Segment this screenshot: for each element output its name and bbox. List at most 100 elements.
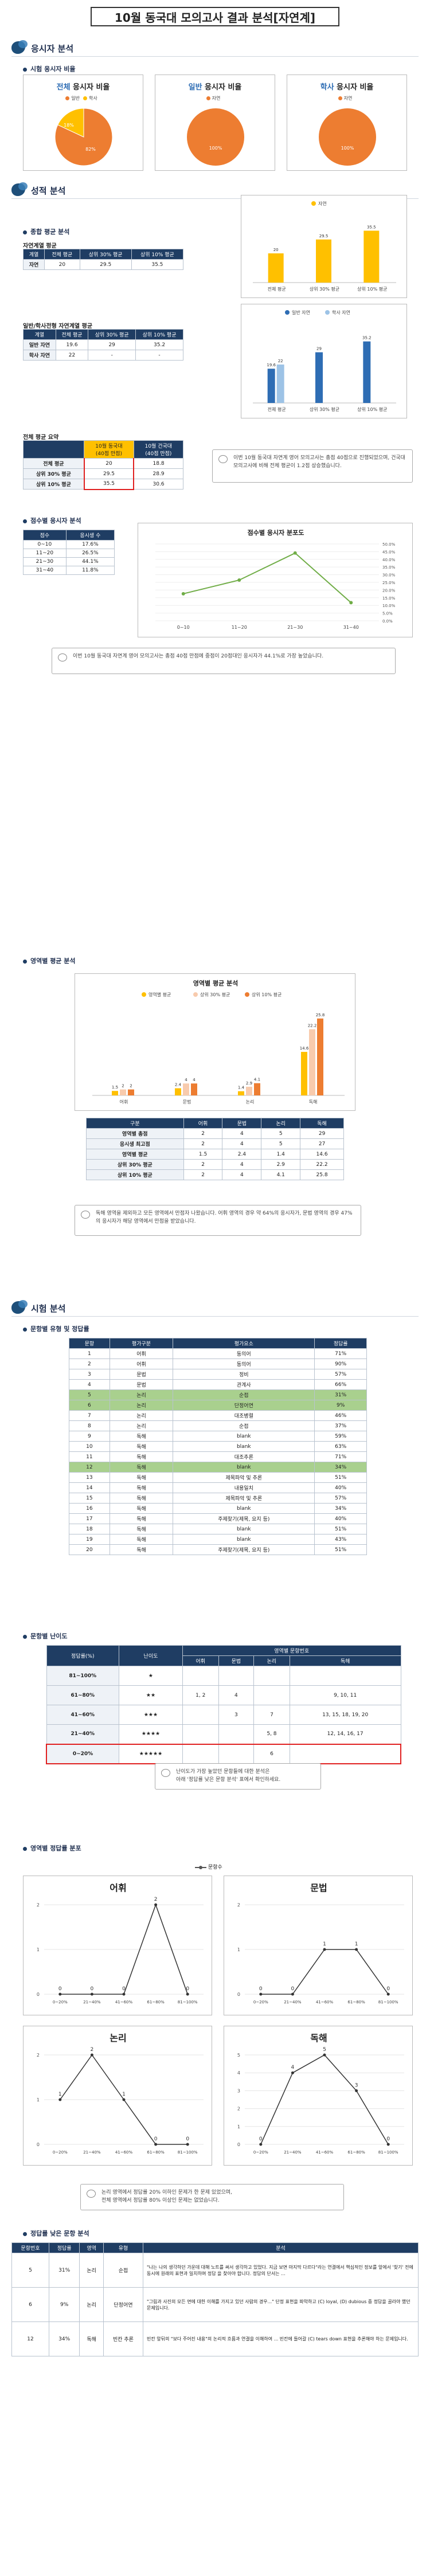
pie-label: 82% xyxy=(85,147,96,152)
table-row: 81~100% ★ xyxy=(46,1666,401,1686)
x-tick-label: 81~100% xyxy=(378,2150,398,2155)
table-cell: 순접 xyxy=(173,1389,315,1400)
table-header-cell: 영역 xyxy=(79,2242,104,2253)
table-cell: 5 xyxy=(261,1128,301,1139)
table-cell: 2 xyxy=(183,1128,223,1139)
y-tick-label: 2 xyxy=(237,1902,240,1908)
table-cell: ★★ xyxy=(119,1685,183,1705)
subheading-avg: 종합 평균 분석 xyxy=(23,227,69,236)
table-header-row: 10월 동국대 (40점 만점) 10월 건국대 (40점 만점) xyxy=(22,440,184,459)
section-title: 성적 분석 xyxy=(31,186,66,196)
table-header-cell: 난이도 xyxy=(119,1645,183,1666)
legend-swatch xyxy=(65,96,70,100)
table-cell: 2 xyxy=(183,1138,223,1149)
x-tick-label: 81~100% xyxy=(178,2150,198,2155)
table-cell: 순접 xyxy=(103,2253,144,2288)
y-tick-label: 30.0% xyxy=(382,573,396,578)
x-tick-label: 81~100% xyxy=(178,2000,198,2005)
table-header-row: 정답률(%) 난이도 영역별 문항번호 xyxy=(46,1645,401,1666)
table-header-cell: 점수 xyxy=(23,530,67,541)
data-label: 22.2 xyxy=(308,1024,317,1028)
table-header-row: 점수 응시생 수 xyxy=(23,530,115,541)
legend-swatch xyxy=(245,992,249,997)
table-cell: 응시생 최고점 xyxy=(86,1138,184,1149)
chart-title: 논리 xyxy=(110,2033,126,2043)
table-row: 전체 평균 20 18.8 xyxy=(22,458,184,469)
table-cell: 18.8 xyxy=(133,458,184,469)
bar xyxy=(238,1091,244,1095)
table-cell: 19 xyxy=(69,1534,110,1545)
table-cell: 34% xyxy=(48,2321,80,2356)
table-cell xyxy=(218,1724,255,1744)
table-header-cell: 상위 30% 평균 xyxy=(79,249,132,260)
x-tick-label: 0~20% xyxy=(253,2000,268,2005)
x-tick-label: 상위 30% 평균 xyxy=(310,286,339,292)
speech-bubble-icon xyxy=(81,1211,90,1219)
table-cell xyxy=(289,1666,401,1686)
band-table: 점수 응시생 수 0~10 17.6% 11~20 26.5% 21~30 44.1% 31~4… xyxy=(23,530,115,575)
pie-label: 100% xyxy=(209,146,222,151)
area-table: 구분 어휘 문법 논리 독해 영역별 총점 2 4 5 29 응시생 최고점 2 4 5 27 영역별 평균 1… xyxy=(86,1118,344,1180)
table-cell: 0~10 xyxy=(23,540,67,549)
dist-chart: 어휘 0 1 2 0~20% 21~40% 41~60% 61~80% 81~100% 0 0 0 2 0 xyxy=(37,1882,204,2005)
table-cell: 독해 xyxy=(109,1493,174,1504)
table-cell: 독해 xyxy=(109,1451,174,1462)
chart-title: 문법 xyxy=(310,1882,327,1893)
table-cell: 71% xyxy=(314,1348,367,1359)
data-label: 29.5 xyxy=(319,234,329,238)
table-cell: 문법 xyxy=(109,1369,174,1380)
note-text: 논리 영역에서 정답률 20% 이하인 문제가 한 문제 있었으며, 전체 영역… xyxy=(101,2190,232,2203)
table-cell: 20 xyxy=(44,259,80,270)
table-cell: 논리 xyxy=(109,1410,174,1421)
x-tick-label: 전체 평균 xyxy=(268,406,286,412)
legend-swatch xyxy=(193,992,198,997)
table-row: 21~30 44.1% xyxy=(23,557,115,566)
data-label: 0 xyxy=(58,1986,62,1992)
table-header-cell: 계열 xyxy=(23,329,56,340)
x-tick-label: 61~80% xyxy=(347,2000,365,2005)
table-header-cell: 정답률 xyxy=(314,1338,367,1349)
table-cell: 빈칸 앞뒤의 "보다 주어진 내용"의 논리적 흐름과 연결을 이해하여 ...… xyxy=(143,2321,419,2356)
data-point xyxy=(122,2098,126,2101)
table-cell: 4 xyxy=(222,1159,262,1170)
table-cell: 34% xyxy=(314,1503,367,1514)
dist-chart: 독해 0 1 2 3 4 5 0~20% 21~40% 41~60% 61~80% 81~100% 0 4… xyxy=(237,2033,404,2155)
table-cell: 독해 xyxy=(79,2321,104,2356)
table-header-cell: 10월 동국대 (40점 만점) xyxy=(84,440,134,459)
table-cell: 제목파악 및 추론 xyxy=(173,1472,315,1483)
data-label: 1 xyxy=(323,1941,326,1947)
pie-svg: 100% xyxy=(319,108,376,166)
table-row: 20 독해 주제찾기(제목, 요지 등) 51% xyxy=(69,1544,367,1555)
table-cell: 10 xyxy=(69,1441,110,1452)
table-cell: 4 xyxy=(218,1685,255,1705)
chart-title: 점수별 응시자 분포도 xyxy=(248,528,304,537)
table-row: 7 논리 대조병렬 46% xyxy=(69,1410,367,1421)
table-header-row: 문항번호 정답률 영역 유형 분석 xyxy=(11,2242,419,2253)
section-title: 응시자 분석 xyxy=(31,44,74,54)
bar xyxy=(363,341,371,403)
data-label: 0 xyxy=(259,2136,263,2142)
table-row: 0~10 17.6% xyxy=(23,540,115,549)
table-cell: 1, 2 xyxy=(182,1685,219,1705)
table-row: 4 문법 관계사 66% xyxy=(69,1379,367,1390)
data-point xyxy=(186,2143,189,2146)
data-point xyxy=(259,1992,263,1996)
pie-card: 일반 응시자 비율 자연 100% xyxy=(155,75,275,171)
table-cell: 29.5 xyxy=(79,259,132,270)
table-header-row: 계열 전체 평균 상위 30% 평균 상위 10% 평균 xyxy=(22,249,184,260)
speech-bubble-icon xyxy=(87,2190,96,2198)
data-point xyxy=(237,578,241,582)
table-cell: 19.6 xyxy=(55,339,89,350)
note-box: 논리 영역에서 정답률 20% 이하인 문제가 한 문제 있었으며, 전체 영역… xyxy=(80,2184,344,2210)
table-row: 영역별 총점 2 4 5 29 xyxy=(86,1128,344,1139)
table-header-cell: 정답률(%) xyxy=(46,1645,120,1666)
x-tick-label: 41~60% xyxy=(115,2150,133,2155)
table-cell: ★★★★ xyxy=(119,1724,183,1744)
table-cell: "나는 나의 생각하던 가운데 대해 노트를 써서 생각하고 있었다. 지금 보… xyxy=(143,2253,419,2288)
table-cell: 어휘 xyxy=(109,1348,174,1359)
table-cell: 35.5 xyxy=(131,259,184,270)
table-cell xyxy=(218,1743,255,1764)
legend-label: 자연 xyxy=(318,201,327,206)
table-row: 41~60% ★★★ 3 7 13, 15, 18, 19, 20 xyxy=(46,1705,401,1725)
table-cell: 8 xyxy=(69,1420,110,1431)
